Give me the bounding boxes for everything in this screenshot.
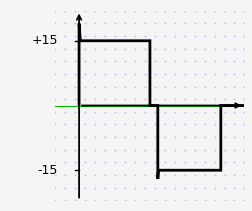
Text: -15: -15: [38, 164, 58, 177]
Text: +15: +15: [31, 34, 58, 47]
